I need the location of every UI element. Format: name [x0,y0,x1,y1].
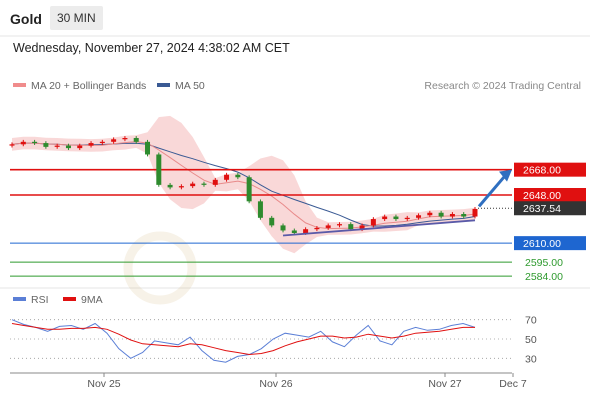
candle-body [65,145,71,149]
rsi-tick-label: 50 [525,334,537,346]
watermark [123,231,197,305]
candle-body [291,230,297,233]
candle-body [133,138,139,142]
support-trendline [282,219,476,237]
candle-body [461,214,467,217]
candle-body [303,229,309,233]
candle-body [472,208,478,217]
level-2648-00-label: 2648.00 [523,190,561,202]
candle-body [280,225,286,231]
rsi-tick-label: 30 [525,353,537,365]
legend-label: MA 50 [175,80,205,92]
candle-body [427,212,433,216]
legend-item-rsi: RSI [13,294,49,306]
candle-body [145,141,151,155]
candle-body [99,141,105,144]
candle-body [325,225,331,228]
candle-body [438,212,444,217]
candle-body [246,177,252,202]
candle-body [77,145,83,149]
legend-swatch [63,297,76,302]
research-credit: Research © 2024 Trading Central [424,80,581,92]
level-2637-54-label-bg [514,201,586,216]
candle-body [88,143,94,146]
candle-body [235,174,241,178]
projection-arrow [477,173,508,208]
candle-body [43,143,49,147]
legend-label: MA 20 + Bollinger Bands [31,80,147,92]
level-2668-00-label: 2668.00 [523,165,561,177]
candle-body [257,201,263,218]
candlesticks [9,136,478,235]
candle-body [416,215,422,218]
chart-datetime: Wednesday, November 27, 2024 4:38:02 AM … [13,41,290,55]
x-tick-label: Nov 25 [87,378,120,390]
level-2668-00-label-bg [514,162,586,177]
candle-body [348,224,354,230]
candle-body [212,179,218,185]
legend-item-9ma: 9MA [63,294,103,306]
level-2584-00-label: 2584.00 [525,271,563,283]
candle-body [9,144,15,146]
candle-body [190,183,196,187]
candle-body [269,217,275,226]
candle-body [224,174,230,180]
candle-body [32,141,38,144]
x-tick-label: Dec 7 [499,378,527,390]
candle-body [314,227,320,230]
timeframe-badge[interactable]: 30 MIN [50,6,103,30]
rsi-series-9ma [11,323,475,356]
candle-body [336,224,342,226]
level-2637-54-label: 2637.54 [523,203,561,215]
candle-body [178,186,184,188]
candle-body [201,183,207,185]
legend-swatch [13,83,26,88]
candle-body [370,219,376,226]
candle-body [111,139,117,142]
candle-body [393,216,399,220]
instrument-name: Gold [10,11,42,27]
legend-label: 9MA [81,294,103,306]
candle-body [167,184,173,188]
candle-body [54,145,60,147]
rsi-tick-label: 70 [525,315,537,327]
level-2610-00-label: 2610.00 [523,238,561,250]
x-tick-label: Nov 27 [428,378,461,390]
level-2610-00-label-bg [514,236,586,251]
watermark-logo [123,231,197,305]
legend-item-ma20-bollinger: MA 20 + Bollinger Bands [13,80,146,92]
candle-body [122,138,128,140]
bollinger-band [12,115,475,254]
legend-item-ma50: MA 50 [157,80,205,92]
level-2648-00-label-bg [514,188,586,202]
candle-body [404,217,410,220]
projection-arrowhead [499,169,512,182]
rsi-series-rsi [11,319,476,363]
candle-body [382,216,388,220]
top-bar: Gold 30 MIN [0,0,590,36]
legend-swatch [13,297,26,302]
candle-body [449,214,455,217]
candle-body [20,141,26,145]
level-2595-00-label: 2595.00 [525,257,563,269]
candle-body [156,154,162,185]
legend-label: RSI [31,294,49,306]
candle-body [359,225,365,230]
x-tick-label: Nov 26 [259,378,292,390]
legend-swatch [157,83,170,88]
